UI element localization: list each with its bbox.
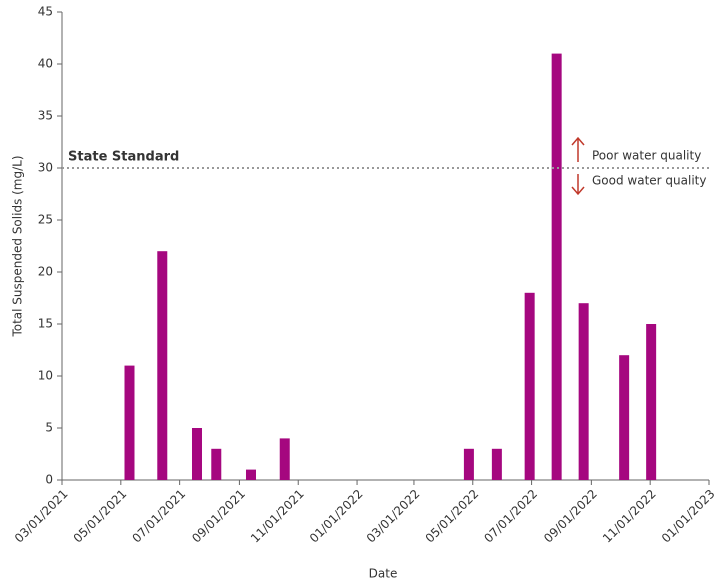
y-tick-label: 0: [45, 473, 53, 487]
threshold-label: State Standard: [68, 150, 179, 165]
y-tick-label: 20: [38, 265, 53, 279]
x-tick-label: 01/01/2023: [659, 487, 718, 546]
bar: [646, 324, 657, 480]
y-tick-label: 25: [38, 213, 53, 227]
x-axis-label: Date: [369, 567, 398, 581]
y-tick-label: 40: [38, 57, 53, 71]
bar: [211, 448, 222, 480]
x-tick-label: 03/01/2021: [12, 487, 71, 546]
bar: [279, 438, 290, 480]
bar: [157, 251, 168, 480]
annotation: Poor water quality: [592, 149, 701, 163]
x-tick-label: 07/01/2021: [129, 487, 188, 546]
bar: [491, 448, 502, 480]
x-tick-label: 03/01/2022: [364, 487, 423, 546]
bar: [245, 469, 256, 480]
bar: [191, 428, 202, 480]
y-tick-label: 5: [45, 421, 53, 435]
bar: [124, 365, 135, 480]
bar: [619, 355, 630, 480]
bar: [463, 448, 474, 480]
bar: [578, 303, 589, 480]
x-tick-label: 07/01/2022: [481, 487, 540, 546]
x-tick-label: 09/01/2022: [541, 487, 600, 546]
y-tick-label: 35: [38, 109, 53, 123]
x-tick-label: 05/01/2022: [423, 487, 482, 546]
x-tick-label: 11/01/2022: [600, 487, 659, 546]
x-tick-label: 11/01/2021: [248, 487, 307, 546]
bar: [524, 292, 535, 480]
annotation: Good water quality: [592, 174, 706, 188]
y-tick-label: 45: [38, 5, 53, 19]
x-tick-label: 01/01/2022: [307, 487, 366, 546]
x-tick-label: 09/01/2021: [189, 487, 248, 546]
arrow-down: [571, 174, 585, 196]
bar: [551, 53, 562, 480]
x-tick-label: 05/01/2021: [71, 487, 130, 546]
y-tick-label: 15: [38, 317, 53, 331]
y-tick-label: 10: [38, 369, 53, 383]
y-tick-label: 30: [38, 161, 53, 175]
arrow-up: [571, 136, 585, 162]
y-axis-label: Total Suspended Solids (mg/L): [11, 155, 25, 337]
